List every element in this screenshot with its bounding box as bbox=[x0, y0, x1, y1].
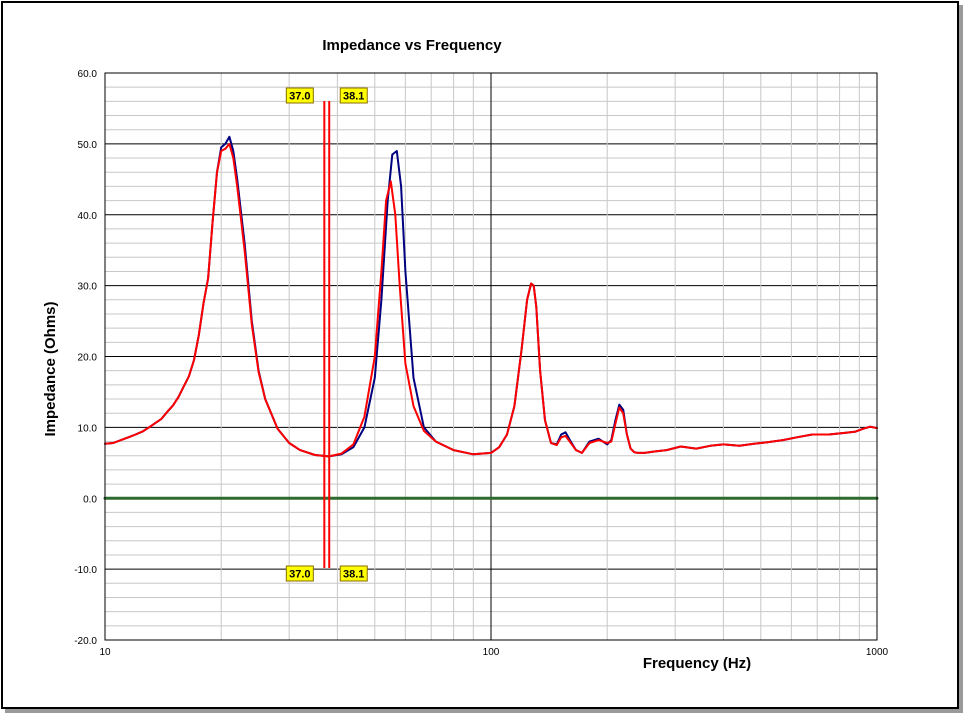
plot-area-border bbox=[104, 72, 878, 641]
x-axis-label: Frequency (Hz) bbox=[643, 655, 751, 672]
cursor-label-box bbox=[285, 87, 314, 104]
y-tick-label: 20.0 bbox=[78, 353, 98, 364]
y-tick-label: 40.0 bbox=[78, 211, 98, 222]
y-axis-label: Impedance (Ohms) bbox=[42, 301, 59, 436]
frame-shadow-bottom bbox=[5, 709, 963, 713]
cursor-label: 38.1 bbox=[343, 569, 364, 581]
cursor-label: 38.1 bbox=[343, 91, 364, 103]
y-tick-label: 10.0 bbox=[78, 423, 98, 434]
frame-shadow-right bbox=[959, 5, 963, 712]
x-tick-label: 100 bbox=[483, 647, 500, 658]
cursor-label-box bbox=[339, 565, 368, 582]
series-lines bbox=[103, 135, 879, 500]
y-tick-label: -20.0 bbox=[74, 636, 97, 647]
cursor-label: 37.0 bbox=[289, 91, 310, 103]
cursor-label-box bbox=[285, 565, 314, 582]
cursor-label-box bbox=[339, 87, 368, 104]
cursors: 37.0 37.0 38.1 38.1 bbox=[285, 87, 368, 582]
y-tick-label: 0.0 bbox=[83, 494, 97, 505]
y-tick-label: -10.0 bbox=[74, 565, 97, 576]
chart-title: Impedance vs Frequency bbox=[322, 37, 502, 54]
y-tick-label: 50.0 bbox=[78, 140, 98, 151]
cursor-label: 37.0 bbox=[289, 569, 310, 581]
tick-labels: -20.0 -10.0 0.0 10.0 20.0 30.0 40.0 50.0 60.0 10 1… bbox=[74, 69, 888, 658]
x-tick-label: 1000 bbox=[866, 647, 889, 658]
y-tick-label: 60.0 bbox=[78, 69, 98, 80]
y-tick-label: 30.0 bbox=[78, 282, 98, 293]
x-tick-label: 10 bbox=[99, 647, 111, 658]
series-line-2 bbox=[104, 142, 878, 458]
